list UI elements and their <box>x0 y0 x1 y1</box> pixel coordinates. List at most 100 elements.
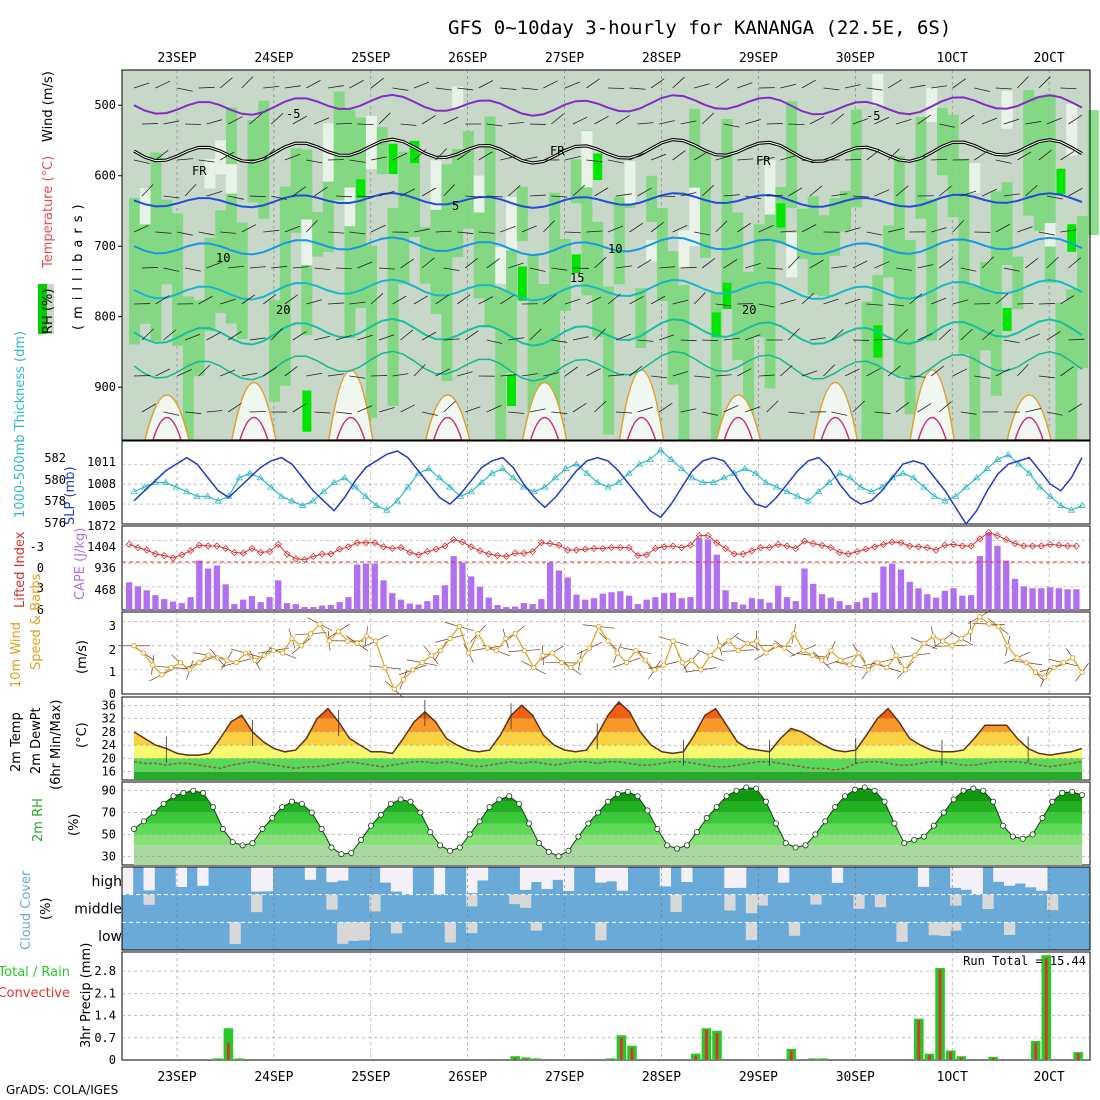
cloud-cell <box>369 894 381 912</box>
wind-barb <box>206 261 222 269</box>
thickness-point <box>888 474 897 481</box>
wind-barb <box>220 231 237 234</box>
cape-bar <box>476 586 484 610</box>
wind-tick: 1 <box>109 665 116 679</box>
wind-barb <box>788 256 800 269</box>
wind-barb <box>888 303 905 307</box>
wind-barb <box>500 87 517 90</box>
rh-dry-patch <box>139 187 151 225</box>
temp-tick: 32 <box>102 712 116 726</box>
cape-bar <box>178 603 185 610</box>
rh-high-patch <box>571 254 581 274</box>
rh-band <box>710 292 722 440</box>
thickness-point <box>330 478 338 485</box>
thickness-tick: 578 <box>44 494 66 508</box>
thickness-point <box>804 497 812 504</box>
wind-barb <box>155 295 170 305</box>
thickness-point <box>1078 501 1086 508</box>
wind-barb <box>887 148 900 161</box>
cloud-cell <box>552 867 564 880</box>
wind-barb <box>206 119 223 125</box>
wind-tick: 3 <box>109 619 116 633</box>
upper-air-panel: 500 600 700 800 900 -5 -5 FR FR FR 5 10 10 15 20 20 <box>94 69 1099 441</box>
wind10m-point <box>475 631 481 637</box>
date-tick-top: 23SEP <box>157 51 196 66</box>
cape-bar <box>573 594 580 610</box>
wind-barb <box>1068 403 1083 413</box>
wind10m-point <box>1032 669 1039 675</box>
rh2m-point <box>1019 835 1026 842</box>
rh2m-point <box>209 804 216 811</box>
rh2m-point <box>259 825 266 832</box>
wind-barb <box>931 85 948 89</box>
cape-bar <box>678 598 685 610</box>
thickness-point <box>246 469 254 476</box>
rh-band <box>1001 182 1013 265</box>
li-point <box>546 540 554 548</box>
isotherm-label: 20 <box>276 303 290 317</box>
isotherm-label: FR <box>550 144 565 158</box>
cloud-cell <box>1025 867 1037 888</box>
wind-barb <box>249 337 266 341</box>
rh-band <box>172 213 184 346</box>
wind-barb <box>292 186 306 197</box>
cape-bar <box>731 602 738 610</box>
wind-barb <box>650 78 665 89</box>
precip-conv-bar <box>1044 958 1048 1060</box>
wind-barb <box>693 292 706 305</box>
li-point <box>362 539 370 547</box>
li-point <box>704 532 712 540</box>
wind-barb <box>788 123 805 126</box>
cloud-cell <box>1003 867 1016 886</box>
wind-barb <box>500 294 514 305</box>
cape-bar <box>739 604 747 610</box>
li-point <box>783 542 791 550</box>
wind10m-point <box>856 650 862 656</box>
wind-barb <box>1046 256 1059 269</box>
thickness-point <box>867 487 876 495</box>
li-tick: 6 <box>37 603 44 617</box>
cloud-cell <box>337 867 349 881</box>
wind-barb <box>801 159 818 163</box>
wind-barb <box>543 220 555 233</box>
wind-barb <box>292 403 307 413</box>
rh2m-point <box>753 785 760 792</box>
wind-barb <box>844 227 861 233</box>
label-minmax: (6hr Min/Max) <box>49 700 64 790</box>
wind-barb <box>745 406 761 413</box>
wind10m-point <box>800 647 806 654</box>
wind-barb <box>421 257 435 269</box>
wind-barb <box>1017 151 1032 161</box>
cloud-cell <box>390 867 403 892</box>
rh-dry-patch <box>926 87 938 122</box>
chart-title: GFS 0~10day 3-hourly for KANANGA (22.5E,… <box>448 17 951 39</box>
wind-barb <box>206 331 221 341</box>
rh-band <box>1023 90 1035 216</box>
isotherm-label: -5 <box>866 109 880 123</box>
wind-barb <box>852 260 868 269</box>
rh-band <box>134 845 1082 865</box>
thickness-point <box>435 474 444 481</box>
wind-barb <box>866 367 881 377</box>
rh2m-point <box>200 789 207 796</box>
rh2m-point <box>397 796 404 803</box>
wind-barb <box>938 401 952 413</box>
wind-barb <box>177 87 193 92</box>
wind10m-point <box>1042 674 1048 680</box>
wind-barb <box>651 375 668 379</box>
precip-tick: 2.8 <box>94 964 116 978</box>
cloud-cell <box>509 894 521 905</box>
wind-barb <box>895 402 910 413</box>
wind-barb <box>659 195 676 197</box>
wind-barb <box>262 148 276 161</box>
wind-barb <box>982 188 997 197</box>
cape-bar <box>976 556 984 610</box>
li-series-line <box>129 531 1077 561</box>
wind-barb <box>995 87 1012 90</box>
wind-barb <box>465 406 481 413</box>
wind10m-point <box>521 647 528 654</box>
rh-high-patch <box>356 179 366 198</box>
wind-barb <box>508 411 525 414</box>
wind-barb <box>1038 375 1055 379</box>
pressure-tick: 500 <box>94 98 116 112</box>
